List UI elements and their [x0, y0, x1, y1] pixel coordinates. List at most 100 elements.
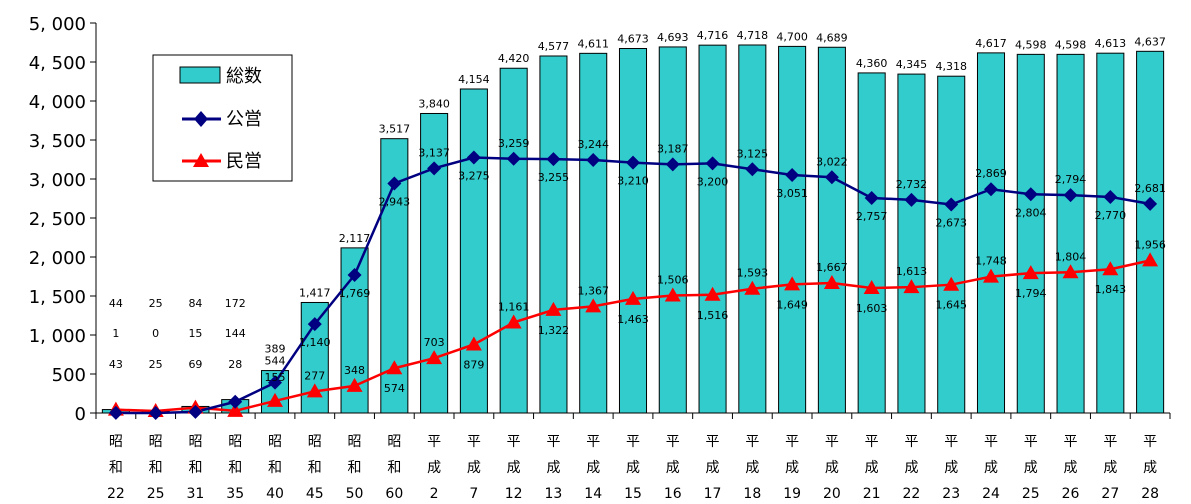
public-data-label: 2,770 — [1095, 209, 1127, 222]
private-data-label: 28 — [228, 358, 242, 371]
x-tick-label: 成 — [1143, 460, 1157, 476]
total-data-label: 84 — [188, 297, 202, 310]
public-data-label: 2,804 — [1015, 206, 1047, 219]
x-tick-label: 成 — [745, 460, 759, 476]
y-tick-label: 1, 000 — [29, 326, 86, 347]
private-data-label: 43 — [109, 358, 123, 371]
x-tick-label: 26 — [1062, 486, 1080, 502]
private-point — [823, 274, 840, 289]
x-tick-label: 昭 — [109, 434, 123, 450]
bar — [976, 52, 1006, 414]
x-tick-label: 12 — [505, 486, 523, 502]
x-tick-label: 2 — [430, 486, 439, 502]
public-point — [1103, 189, 1118, 204]
x-tick-label: 平 — [1024, 434, 1038, 450]
private-data-label: 1,603 — [856, 302, 888, 315]
y-tick-label: 3, 500 — [29, 131, 86, 152]
total-data-label: 544 — [265, 355, 286, 368]
legend-label-total: 総数 — [226, 66, 262, 87]
total-data-label: 4,617 — [975, 37, 1007, 50]
private-point — [505, 314, 522, 329]
private-data-label: 1,161 — [498, 300, 530, 313]
public-point — [427, 161, 442, 176]
private-point — [386, 360, 403, 375]
x-tick-label: 23 — [942, 486, 960, 502]
x-tick-label: 35 — [226, 486, 244, 502]
public-point — [268, 375, 282, 390]
public-point — [347, 268, 362, 283]
private-point — [545, 301, 562, 316]
x-tick-label: 18 — [743, 486, 761, 502]
x-tick-label: 17 — [704, 486, 722, 502]
bar — [778, 45, 807, 414]
public-data-label: 2,732 — [896, 178, 928, 191]
public-point — [904, 192, 919, 207]
x-tick-label: 50 — [346, 486, 364, 502]
total-data-label: 4,718 — [737, 29, 769, 42]
public-data-label: 1,769 — [339, 287, 371, 300]
x-tick-label: 成 — [467, 460, 481, 476]
x-tick-label: 13 — [545, 486, 563, 502]
public-point — [108, 405, 123, 420]
total-data-label: 1,417 — [299, 286, 331, 299]
y-tick-label: 2, 000 — [29, 248, 86, 269]
public-point — [626, 155, 640, 170]
public-data-label: 3,255 — [538, 171, 570, 184]
x-tick-label: 平 — [865, 434, 879, 450]
private-data-label: 1,843 — [1095, 283, 1127, 296]
bar — [857, 72, 886, 414]
legend-marker-private — [193, 153, 209, 167]
x-tick-label: 平 — [586, 434, 600, 450]
public-point — [1023, 187, 1038, 202]
y-tick-label: 2, 500 — [29, 209, 86, 230]
x-tick-label: 平 — [904, 434, 918, 450]
public-point — [745, 162, 760, 177]
x-tick-label: 平 — [785, 434, 799, 450]
x-tick-label: 成 — [984, 460, 998, 476]
public-data-label: 15 — [188, 327, 202, 340]
x-tick-label: 平 — [706, 434, 720, 450]
x-tick-label: 22 — [107, 486, 125, 502]
x-tick-label: 25 — [147, 486, 165, 502]
private-point — [625, 290, 641, 305]
legend: 総数 公営 民営 — [152, 54, 293, 182]
private-data-label: 1,613 — [896, 265, 928, 278]
x-tick-label: 和 — [348, 460, 362, 476]
public-point — [785, 168, 800, 183]
x-tick-label: 成 — [785, 460, 799, 476]
x-tick-label: 15 — [624, 486, 642, 502]
y-tick-label: 4, 500 — [29, 53, 86, 74]
public-point — [705, 156, 720, 171]
private-data-label: 1,649 — [776, 298, 808, 311]
bar — [738, 44, 767, 414]
bar — [618, 48, 648, 414]
x-tick-label: 昭 — [268, 434, 282, 450]
x-tick-label: 成 — [666, 460, 680, 476]
bar — [698, 44, 727, 414]
public-point — [228, 394, 243, 409]
public-data-label: 2,673 — [935, 217, 967, 230]
x-tick-label: 昭 — [188, 434, 202, 450]
public-data-label: 1 — [112, 327, 119, 340]
y-tick-label: 3, 000 — [29, 170, 86, 191]
total-data-label: 4,154 — [458, 73, 490, 86]
total-data-label: 172 — [225, 297, 246, 310]
bar — [897, 73, 926, 414]
bar — [658, 46, 687, 414]
private-point — [585, 298, 602, 313]
private-data-label: 1,367 — [577, 284, 609, 297]
bar — [499, 67, 528, 414]
private-point — [1062, 264, 1079, 279]
x-tick-label: 平 — [825, 434, 839, 450]
private-point — [426, 350, 443, 365]
x-tick-label: 20 — [823, 486, 841, 502]
x-tick-label: 平 — [944, 434, 958, 450]
public-point — [944, 197, 959, 212]
private-data-label: 1,593 — [737, 267, 769, 280]
total-data-label: 4,577 — [538, 40, 570, 53]
public-data-label: 3,051 — [776, 187, 808, 200]
x-tick-label: 成 — [944, 460, 958, 476]
public-data-label: 3,022 — [816, 155, 848, 168]
private-point — [744, 280, 761, 295]
